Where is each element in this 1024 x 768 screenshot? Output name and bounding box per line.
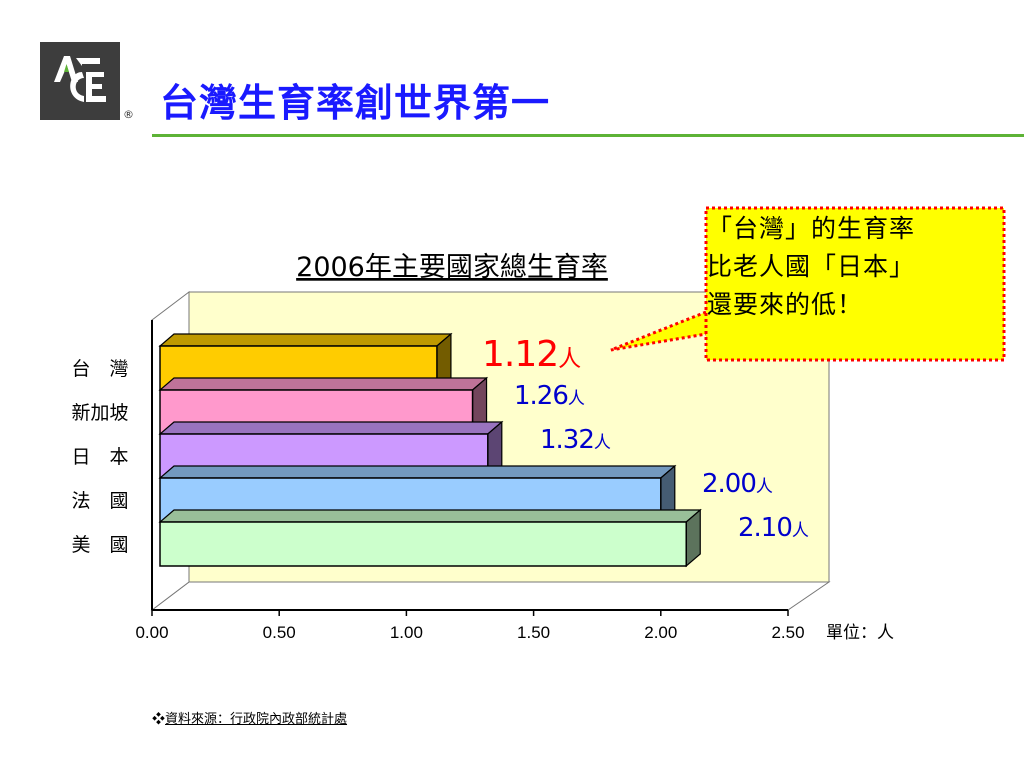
plot-floor <box>150 581 831 611</box>
callout-text: 「台灣」的生育率 比老人國「日本」 還要來的低！ <box>707 210 997 324</box>
callout-box <box>704 206 1006 362</box>
x-tick-label: 1.00 <box>390 623 423 642</box>
bar-top-face <box>158 421 504 435</box>
value-label: 1.12人 <box>482 334 581 375</box>
callout-line: 比老人國「日本」 <box>707 252 916 281</box>
registered-mark: ® <box>123 108 134 121</box>
value-unit: 人 <box>568 389 585 409</box>
value-unit: 人 <box>558 346 581 372</box>
bar-top-face <box>158 377 489 391</box>
unit-label: 單位：人 <box>826 623 894 643</box>
value-label: 2.00人 <box>702 469 773 499</box>
category-label: 台 灣 <box>71 358 128 380</box>
value-label: 2.10人 <box>738 513 809 543</box>
x-tick-label: 2.00 <box>644 623 677 642</box>
value-label: 1.26人 <box>514 381 585 411</box>
x-tick-label: 1.50 <box>517 623 550 642</box>
slide-title: 台灣生育率創世界第一 <box>160 81 551 125</box>
x-tick-label: 2.50 <box>771 623 804 642</box>
value-number: 2.10 <box>738 513 792 543</box>
x-tick-label: 0.00 <box>135 623 168 642</box>
value-unit: 人 <box>594 433 611 453</box>
category-label: 美 國 <box>71 534 128 556</box>
bar-top-face <box>158 509 702 523</box>
value-unit: 人 <box>756 477 773 497</box>
category-label: 日 本 <box>71 446 128 468</box>
value-number: 2.00 <box>702 469 756 499</box>
bar-top-face <box>158 333 453 347</box>
diamond-bullet-icon: ❖ <box>152 712 166 727</box>
value-number: 1.12 <box>482 334 558 375</box>
category-label: 法 國 <box>71 490 128 512</box>
value-unit: 人 <box>792 521 809 541</box>
ace-logo <box>40 42 120 120</box>
bar-top-face <box>158 465 677 479</box>
title-divider <box>152 134 1024 137</box>
callout-line: 「台灣」的生育率 <box>707 214 916 243</box>
source-text: 資料來源：行政院內政部統計處 <box>165 712 348 727</box>
callout-pointer <box>610 310 707 352</box>
value-number: 1.26 <box>514 381 568 411</box>
bar <box>159 521 687 567</box>
value-label: 1.32人 <box>540 425 611 455</box>
source-note: ❖資料來源：行政院內政部統計處 <box>152 708 347 727</box>
x-tick-label: 0.50 <box>263 623 296 642</box>
callout-line: 還要來的低！ <box>707 290 864 319</box>
value-number: 1.32 <box>540 425 594 455</box>
category-label: 新加坡 <box>71 402 128 424</box>
chart-title: 2006年主要國家總生育率 <box>296 252 608 283</box>
